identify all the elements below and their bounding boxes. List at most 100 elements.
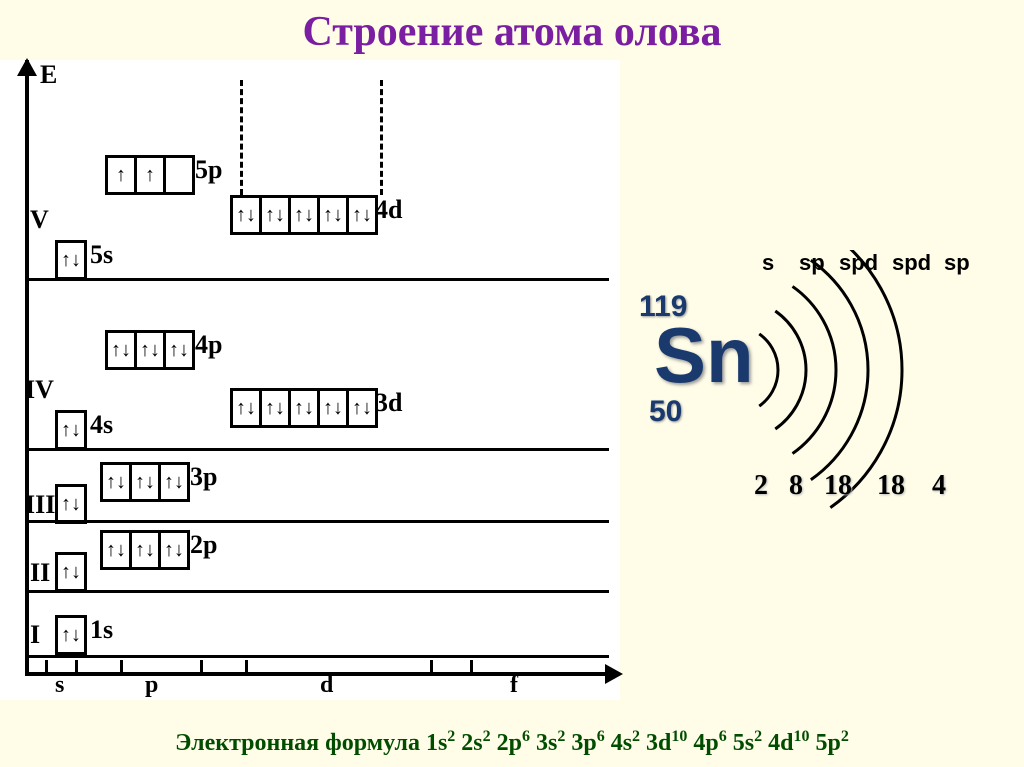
shell-count: 8	[789, 470, 803, 502]
x-tick	[75, 660, 78, 672]
x-tick	[45, 660, 48, 672]
formula-term: 3p6	[571, 730, 610, 756]
orbital-cell: ↑↓	[259, 388, 291, 428]
orbital-cell: ↑↓	[346, 195, 378, 235]
formula-term: 2s2	[461, 730, 496, 756]
shell-count: 18	[877, 470, 905, 502]
orbital-cell: ↑↓	[129, 530, 161, 570]
energy-line	[29, 520, 609, 523]
orbital-4p: ↑↓↑↓↑↓	[105, 330, 195, 370]
orbital-2s: ↑↓	[55, 552, 87, 592]
orbital-3p: ↑↓↑↓↑↓	[100, 462, 190, 502]
page: Строение атома олова E spdf IIIIIIIVV ↑↓…	[0, 0, 1024, 767]
orbital-cell: ↑↓	[288, 195, 320, 235]
orbital-4d: ↑↓↑↓↑↓↑↓↑↓	[230, 195, 378, 235]
x-tick	[430, 660, 433, 672]
orbital-label-4s: 4s	[90, 410, 113, 440]
formula-prefix: Электронная формула	[175, 730, 426, 756]
level-V: V	[30, 205, 49, 235]
orbital-label-4p: 4p	[195, 330, 222, 360]
energy-line	[29, 448, 609, 451]
orbital-cell: ↑↓	[259, 195, 291, 235]
shell-count: 2	[754, 470, 768, 502]
dashed-line	[380, 80, 383, 195]
shell-label: sp	[799, 250, 825, 276]
energy-label: E	[40, 60, 57, 90]
orbital-label-3d: 3d	[375, 388, 402, 418]
orbital-5p: ↑↑	[105, 155, 195, 195]
formula-term: 5s2	[733, 730, 768, 756]
orbital-cell: ↑↓	[158, 462, 190, 502]
x-tick	[245, 660, 248, 672]
orbital-cell: ↑↓	[134, 330, 166, 370]
orbital-cell: ↑↓	[55, 484, 87, 524]
orbital-cell: ↑↓	[129, 462, 161, 502]
energy-line	[29, 590, 609, 593]
orbital-label-5s: 5s	[90, 240, 113, 270]
formula-term: 3d10	[646, 730, 693, 756]
level-III: III	[25, 490, 55, 520]
shell-count: 4	[932, 470, 946, 502]
orbital-label-5p: 5p	[195, 155, 222, 185]
orbital-cell: ↑↓	[317, 388, 349, 428]
formula-term: 5p2	[815, 730, 848, 756]
page-title: Строение атома олова	[0, 0, 1024, 56]
orbital-1s: ↑↓	[55, 615, 87, 655]
y-axis	[25, 60, 29, 675]
formula-term: 1s2	[426, 730, 461, 756]
energy-line	[29, 278, 609, 281]
formula-term: 2p6	[497, 730, 536, 756]
orbital-3s: ↑↓	[55, 484, 87, 524]
orbital-cell: ↑↓	[346, 388, 378, 428]
orbital-3d: ↑↓↑↓↑↓↑↓↑↓	[230, 388, 378, 428]
orbital-cell: ↑↓	[55, 615, 87, 655]
x-arrow-icon	[605, 664, 623, 684]
orbital-cell: ↑↓	[230, 195, 262, 235]
orbital-label-1s: 1s	[90, 615, 113, 645]
x-label-d: d	[320, 672, 333, 699]
shell-label: spd	[839, 250, 878, 276]
formula-term: 4d10	[768, 730, 815, 756]
shell-count: 18	[824, 470, 852, 502]
orbital-cell: ↑↓	[288, 388, 320, 428]
orbital-cell: ↑↓	[158, 530, 190, 570]
level-IV: IV	[25, 375, 54, 405]
orbital-cell: ↑↓	[230, 388, 262, 428]
x-axis	[25, 672, 610, 676]
orbital-5s: ↑↓	[55, 240, 87, 280]
orbital-cell: ↑↓	[100, 462, 132, 502]
shell-label: sp	[944, 250, 970, 276]
level-I: I	[30, 620, 40, 650]
x-label-f: f	[510, 672, 518, 699]
formula-term: 4p6	[693, 730, 732, 756]
shell-label: spd	[892, 250, 931, 276]
y-arrow-icon	[17, 58, 37, 76]
electron-formula: Электронная формула 1s2 2s2 2p6 3s2 3p6 …	[0, 722, 1024, 763]
orbital-cell	[163, 155, 195, 195]
shell-diagram: 119 Sn 50 sspspdspdsp 2818184	[624, 250, 1004, 530]
x-tick	[470, 660, 473, 672]
orbital-cell: ↑↓	[100, 530, 132, 570]
energy-diagram: E spdf IIIIIIIVV ↑↓1s↑↓↑↓↑↓↑↓2p↑↓↑↓↑↓↑↓3…	[0, 60, 620, 700]
orbital-label-2p: 2p	[190, 530, 217, 560]
orbital-cell: ↑	[105, 155, 137, 195]
orbital-cell: ↑↓	[163, 330, 195, 370]
formula-term: 3s2	[536, 730, 571, 756]
orbital-2p: ↑↓↑↓↑↓	[100, 530, 190, 570]
orbital-cell: ↑↓	[317, 195, 349, 235]
orbital-cell: ↑↓	[105, 330, 137, 370]
orbital-4s: ↑↓	[55, 410, 87, 450]
orbital-cell: ↑	[134, 155, 166, 195]
orbital-cell: ↑↓	[55, 552, 87, 592]
level-II: II	[30, 558, 50, 588]
x-tick	[200, 660, 203, 672]
x-label-s: s	[55, 672, 64, 699]
orbital-label-4d: 4d	[375, 195, 402, 225]
x-label-p: p	[145, 672, 158, 699]
shell-label: s	[762, 250, 774, 276]
x-tick	[120, 660, 123, 672]
dashed-line	[240, 80, 243, 195]
orbital-cell: ↑↓	[55, 410, 87, 450]
orbital-label-3p: 3p	[190, 462, 217, 492]
shell-arcs	[624, 250, 1004, 510]
